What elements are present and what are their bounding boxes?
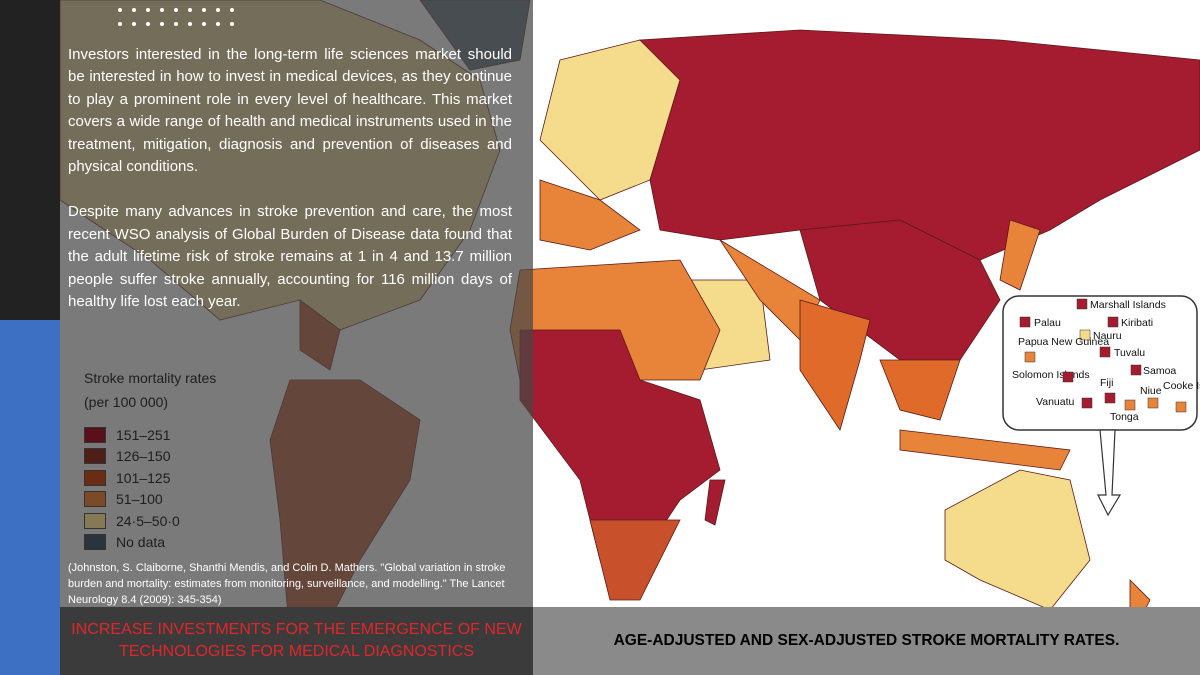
legend-swatch — [84, 491, 106, 508]
inset-label: Fiji — [1100, 377, 1113, 389]
inset-label: Cooke Islands — [1163, 380, 1200, 392]
citation: (Johnston, S. Claiborne, Shanthi Mendis,… — [68, 562, 506, 606]
side-bar-blue — [0, 320, 60, 675]
legend-subtitle: (per 100 000) — [84, 394, 169, 410]
legend-label: 126–150 — [116, 448, 171, 465]
inset-label: Papua New Guinea — [1018, 336, 1109, 348]
legend-swatch — [84, 426, 106, 443]
legend-label: 51–100 — [116, 491, 163, 508]
inset-label: Tonga — [1110, 411, 1139, 423]
inset: Marshall Islands Palau Kiribati Nauru Pa… — [1002, 295, 1200, 517]
legend-swatch — [84, 469, 106, 486]
decor-dots — [118, 8, 234, 26]
legend-label: No data — [116, 534, 166, 551]
inset-label: Niue — [1140, 385, 1162, 397]
inset-label: Solomon Islands — [1012, 369, 1090, 381]
body-text: Investors interested in the long-term li… — [68, 44, 512, 336]
legend-label: 101–125 — [116, 469, 171, 486]
inset-label: Samoa — [1143, 365, 1176, 377]
legend-swatch — [84, 534, 106, 551]
map-caption: AGE-ADJUSTED AND SEX-ADJUSTED STROKE MOR… — [533, 607, 1200, 675]
inset-label: Nauru — [1093, 330, 1122, 342]
inset-label: Marshall Islands — [1090, 299, 1166, 311]
text-overlay — [60, 0, 533, 607]
inset-label: Kiribati — [1121, 317, 1153, 329]
legend-swatch — [84, 512, 106, 529]
paragraph: Investors interested in the long-term li… — [68, 46, 512, 176]
legend: Stroke mortality rates (per 100 000) 151… — [84, 370, 216, 553]
inset-label: Vanuatu — [1036, 396, 1074, 408]
inset-label: Tuvalu — [1114, 347, 1145, 359]
banner: INCREASE INVESTMENTS FOR THE EMERGENCE O… — [60, 607, 533, 675]
legend-label: 151–251 — [116, 426, 171, 443]
legend-label: 24·5–50·0 — [116, 512, 180, 529]
paragraph: Despite many advances in stroke preventi… — [68, 203, 512, 311]
legend-swatch — [84, 448, 106, 465]
inset-label: Palau — [1034, 317, 1061, 329]
side-bar-dark — [0, 0, 60, 320]
legend-title: Stroke mortality rates — [84, 370, 217, 386]
